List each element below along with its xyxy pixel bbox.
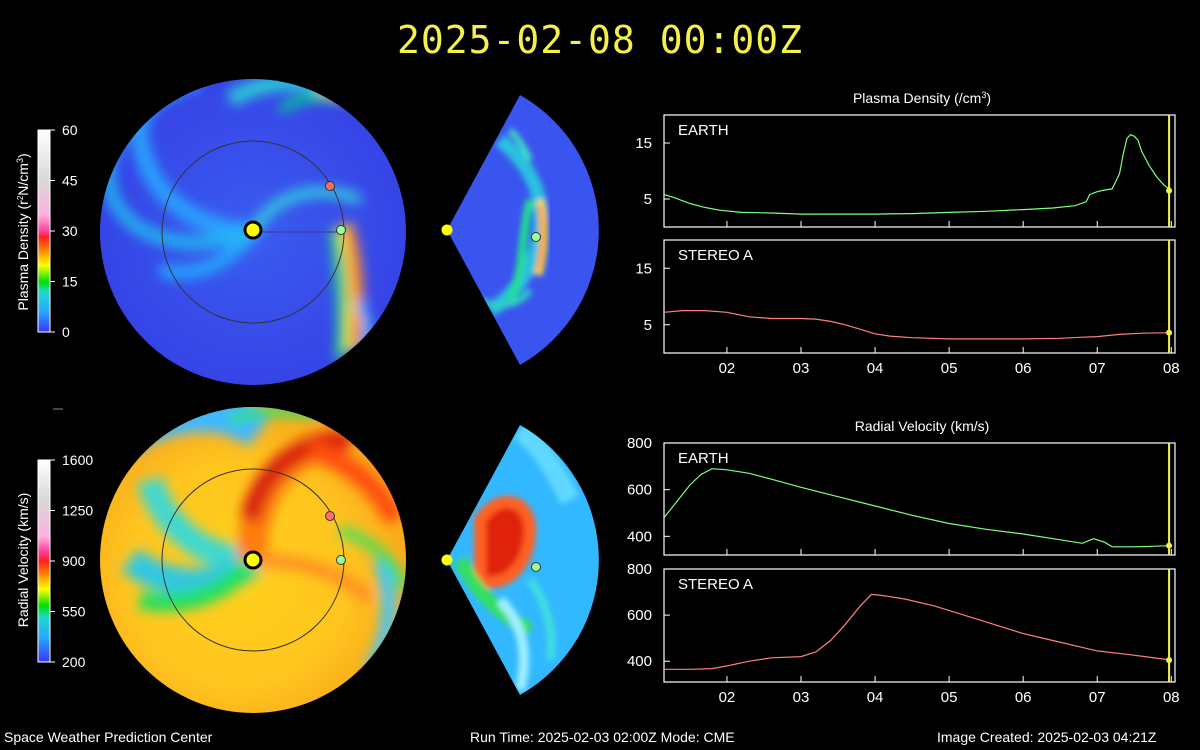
velocity-colorbar: 1600 1250 900 550 200 Radial Velocity (km/s) <box>15 452 93 670</box>
velocity-earth-current-value-dot <box>1166 542 1173 549</box>
density-colorbar-tick-label: 60 <box>62 122 78 138</box>
density-earth-ytick-label: 5 <box>644 191 652 208</box>
velocity-stereo-a-ytick-label: 600 <box>627 607 652 624</box>
velocity-colorbar-tick-label: 550 <box>62 604 86 620</box>
velocity-earth-ytick-label: 600 <box>627 482 652 499</box>
velocity-stereo-a-plot-frame <box>663 568 1176 683</box>
velocity-earth-ytick-label: 800 <box>627 435 652 452</box>
velocity-stereo-a-xtick-label: 04 <box>867 689 884 706</box>
earth-marker <box>336 225 346 235</box>
density-stereo-a-plot-frame <box>663 239 1176 354</box>
density-stereo-a-xtick-label: 03 <box>793 360 810 377</box>
velocity-stereo-a-current-value-dot <box>1166 657 1173 664</box>
velocity-stereo-a-xtick-label: 05 <box>941 689 958 706</box>
velocity-stereo-a-xtick-label: 08 <box>1163 689 1180 706</box>
velocity-stereo-a-xtick-label: 06 <box>1015 689 1032 706</box>
density-stereo-a-ytick-label: 15 <box>635 260 652 277</box>
density-colorbar-tick-label: 15 <box>62 274 78 290</box>
density-stereo-a-xtick-label: 05 <box>941 360 958 377</box>
velocity-earth-label: EARTH <box>678 450 729 467</box>
velocity-meridional-wedge <box>441 425 599 695</box>
density-earth-current-value-dot <box>1166 187 1173 194</box>
density-colorbar: 60 45 30 15 0 Plasma Density (r2N/cm3) <box>15 122 78 340</box>
density-earth-plot-frame <box>663 114 1176 228</box>
velocity-colorbar-tick-label: 900 <box>62 553 86 569</box>
density-stereo-a-current-value-dot <box>1166 329 1173 336</box>
density-panel-title: Plasma Density (/cm3) <box>853 90 991 106</box>
density-stereo-a-xtick-label: 07 <box>1089 360 1106 377</box>
density-colorbar-label: Plasma Density (r2N/cm3) <box>15 153 31 310</box>
velocity-colorbar-tick-label: 200 <box>62 654 86 670</box>
density-stereo-a-xtick-label: 02 <box>719 360 736 377</box>
density-stereo-a-xtick-label: 04 <box>867 360 884 377</box>
footer-image-created: Image Created: 2025-02-03 04:21Z <box>937 729 1157 745</box>
velocity-colorbar-label: Radial Velocity (km/s) <box>15 493 31 628</box>
velocity-stereo-a-xtick-label: 07 <box>1089 689 1106 706</box>
footer-run-time: Run Time: 2025-02-03 02:00Z Mode: CME <box>470 729 735 745</box>
density-earth-label: EARTH <box>678 122 729 139</box>
density-stereo-a-label: STEREO A <box>678 247 753 264</box>
stereo-a-marker <box>325 181 335 191</box>
model-timestamp: 2025-02-08 00:00Z <box>397 18 803 62</box>
density-colorbar-tick-label: 0 <box>62 324 70 340</box>
density-earth-series-line <box>663 133 1172 215</box>
velocity-stereo-a-ytick-label: 400 <box>627 653 652 670</box>
velocity-earth-plot-frame <box>663 442 1176 556</box>
sun-marker <box>243 220 263 240</box>
footer-organization: Space Weather Prediction Center <box>4 729 213 745</box>
density-stereo-a-xtick-label: 08 <box>1163 360 1180 377</box>
velocity-panel-title: Radial Velocity (km/s) <box>855 418 990 434</box>
velocity-stereo-a-series-line <box>664 593 1172 670</box>
velocity-earth-series-line <box>663 468 1172 548</box>
velocity-stereo-a-ytick-label: 800 <box>627 561 652 578</box>
velocity-stereo-a-xtick-label: 02 <box>719 689 736 706</box>
velocity-colorbar-tick-label: 1250 <box>62 503 93 519</box>
density-stereo-a-series-line <box>663 310 1172 340</box>
velocity-earth-ytick-label: 400 <box>627 528 652 545</box>
density-colorbar-tick-label: 45 <box>62 173 78 189</box>
velocity-stereo-a-xtick-label: 03 <box>793 689 810 706</box>
density-meridional-wedge <box>441 95 599 365</box>
density-stereo-a-xtick-label: 06 <box>1015 360 1032 377</box>
velocity-colorbar-tick-label: 1600 <box>62 452 93 468</box>
density-earth-ytick-label: 15 <box>635 135 652 152</box>
density-colorbar-tick-label: 30 <box>62 223 78 239</box>
time-series-plots: Plasma Density (/cm3) Radial Velocity (k… <box>627 90 1180 706</box>
density-stereo-a-ytick-label: 5 <box>644 317 652 334</box>
density-ecliptic-disk <box>100 79 406 385</box>
velocity-ecliptic-disk <box>100 407 406 713</box>
velocity-stereo-a-label: STEREO A <box>678 576 753 593</box>
